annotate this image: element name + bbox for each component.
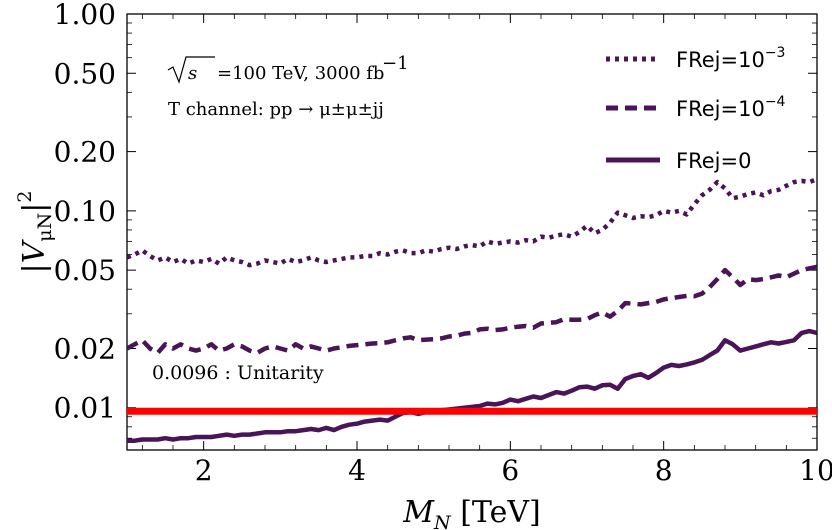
y-tick-label: 0.10	[54, 195, 116, 228]
x-tick-label: 6	[501, 454, 519, 487]
legend-label-frej-3: FRej=10−3	[676, 45, 785, 72]
x-tick-label: 8	[655, 454, 673, 487]
legend: FRej=10−3 FRej=10−4 FRej=0	[606, 45, 786, 173]
y-tick-label: 0.01	[54, 392, 116, 425]
x-axis-title: MN [TeV]	[402, 495, 540, 530]
channel-text: T channel: pp → μ±μ±jj	[168, 99, 384, 120]
x-tick-label: 10	[799, 454, 832, 487]
series-layer	[127, 177, 817, 443]
series-line-dotted	[127, 177, 817, 268]
energy-annotation: s =100 TeV, 3000 fb −1	[167, 53, 409, 84]
y-tick-label: 1.00	[54, 0, 116, 31]
y-tick-label: 0.05	[54, 254, 116, 287]
series-line-dashed	[127, 264, 817, 356]
sqrt-s-var: s	[188, 63, 197, 84]
y-tick-label: 0.02	[54, 332, 116, 365]
ticks-layer: 2 4 6 8 10 0.01 0.02 0.05 0.10 0.20 0.50 1.00	[54, 0, 832, 487]
legend-label-frej-0: FRej=0	[676, 149, 751, 173]
x-tick-label: 2	[195, 454, 213, 487]
y-tick-label: 0.50	[54, 57, 116, 90]
sqrt-radical	[167, 56, 215, 84]
energy-text: =100 TeV, 3000 fb	[217, 63, 384, 84]
plot-frame	[126, 13, 818, 451]
y-axis-title: |VμN|2	[14, 191, 56, 274]
energy-sup: −1	[382, 53, 409, 74]
y-tick-label: 0.20	[54, 136, 116, 169]
unitarity-label: 0.0096 : Unitarity	[152, 362, 324, 384]
legend-label-frej-4: FRej=10−4	[676, 94, 786, 121]
series-line-solid	[127, 328, 817, 443]
x-tick-label: 4	[348, 454, 366, 487]
